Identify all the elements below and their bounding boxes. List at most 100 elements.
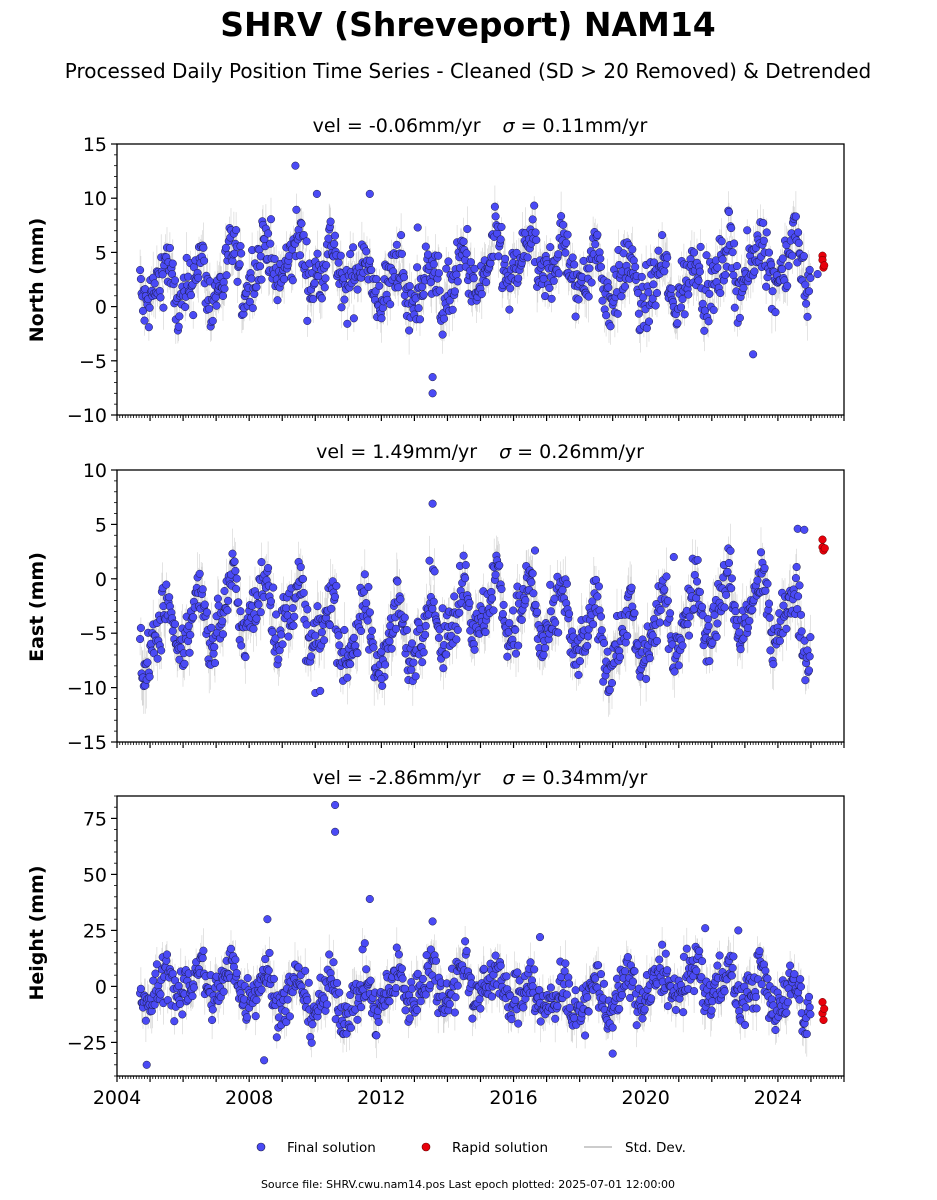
final-solution-point <box>459 237 468 246</box>
final-solution-point <box>631 262 640 271</box>
final-solution-point <box>695 267 704 276</box>
final-solution-point <box>684 290 693 299</box>
final-solution-point <box>547 294 556 303</box>
final-solution-point <box>676 303 686 312</box>
final-solution-point <box>797 627 806 636</box>
final-solution-point <box>310 279 319 288</box>
final-solution-point <box>247 274 256 283</box>
final-solution-point <box>465 598 474 608</box>
final-solution-point <box>143 658 152 667</box>
panel-height: vel = -2.86mm/yr σ = 0.34mm/yr −250255075 … <box>26 767 845 1082</box>
y-tick-label: −10 <box>67 678 107 700</box>
final-solution-point <box>202 608 212 617</box>
final-solution-point <box>559 220 568 229</box>
final-solution-point <box>571 312 580 321</box>
final-solution-point <box>362 599 371 608</box>
final-solution-point <box>532 235 541 245</box>
final-solution-point <box>461 574 470 583</box>
final-solution-point <box>434 251 443 260</box>
panel-height-vel: vel = -2.86mm/yr <box>313 767 481 789</box>
final-solution-point <box>529 589 538 598</box>
final-solution-point <box>788 251 797 260</box>
final-solution-point <box>530 201 539 210</box>
final-solution-point <box>593 230 602 239</box>
final-solution-point <box>562 579 571 588</box>
final-solution-point <box>724 207 734 217</box>
final-solution-point <box>419 648 428 657</box>
final-solution-point <box>284 632 293 641</box>
final-solution-point <box>759 218 768 228</box>
final-solution-point <box>666 609 675 618</box>
final-solution-point <box>587 278 596 287</box>
final-solution-point <box>652 636 662 645</box>
final-solution-point <box>574 670 583 679</box>
final-solution-point <box>425 556 434 565</box>
final-solution-point <box>800 525 809 534</box>
final-solution-point <box>511 649 521 658</box>
final-solution-point <box>397 231 406 240</box>
final-solution-point <box>320 636 329 645</box>
final-solution-point <box>804 287 814 296</box>
panel-height-sigma: = 0.34mm/yr <box>521 767 648 789</box>
final-solution-point <box>674 661 683 670</box>
final-solution-point <box>386 300 395 309</box>
final-solution-point <box>801 280 810 289</box>
final-solution-point <box>531 600 540 609</box>
final-solution-point <box>452 635 461 644</box>
y-tick-label: 5 <box>95 514 107 536</box>
final-solution-point <box>716 288 725 298</box>
final-solution-point <box>302 620 311 629</box>
final-solution-point <box>663 596 672 605</box>
final-solution-point <box>575 657 585 666</box>
final-solution-point <box>335 641 344 650</box>
final-solution-point <box>292 205 301 214</box>
final-solution-point <box>794 592 803 601</box>
final-solution-point <box>144 323 153 332</box>
y-tick-label: −15 <box>67 732 107 754</box>
final-solution-point <box>303 316 312 325</box>
final-solution-point <box>765 613 774 622</box>
final-solution-point <box>170 620 180 629</box>
final-solution-point <box>252 283 261 292</box>
final-solution-point <box>509 606 518 615</box>
y-tick-label: 10 <box>83 188 107 210</box>
final-solution-point <box>678 295 687 304</box>
final-solution-point <box>224 596 233 605</box>
final-solution-point <box>325 621 334 630</box>
final-solution-point <box>565 609 574 618</box>
final-solution-point <box>644 317 654 326</box>
final-solution-point <box>505 305 514 314</box>
final-solution-point <box>753 576 762 585</box>
final-solution-point <box>360 570 369 579</box>
final-solution-point <box>497 222 506 232</box>
final-solution-point <box>288 276 297 285</box>
final-solution-point <box>232 226 241 235</box>
final-solution-point <box>678 641 687 650</box>
final-solution-point <box>749 350 758 359</box>
final-solution-point <box>439 664 448 673</box>
final-solution-point <box>604 283 613 292</box>
final-solution-point <box>528 569 537 578</box>
final-solution-point <box>648 631 657 640</box>
final-solution-point <box>760 563 769 573</box>
final-solution-point <box>558 585 567 595</box>
final-solution-point <box>349 633 358 642</box>
final-solution-point <box>249 624 258 633</box>
final-solution-point <box>330 231 340 240</box>
final-solution-point <box>353 649 362 658</box>
final-solution-point <box>463 224 472 234</box>
final-solution-point <box>496 235 505 244</box>
final-solution-point <box>596 612 606 621</box>
final-solution-point <box>377 674 386 683</box>
final-solution-point <box>273 296 282 305</box>
final-solution-point <box>541 643 550 653</box>
final-solution-point <box>693 555 702 565</box>
final-solution-point <box>297 219 306 228</box>
final-solution-point <box>769 660 778 669</box>
final-solution-point <box>252 614 261 623</box>
final-solution-point <box>439 314 449 323</box>
final-solution-point <box>690 248 699 257</box>
final-solution-point <box>385 637 394 646</box>
panel-north-axes: −10 −5 0 5 10 15 <box>67 134 845 427</box>
final-solution-point <box>736 645 745 654</box>
